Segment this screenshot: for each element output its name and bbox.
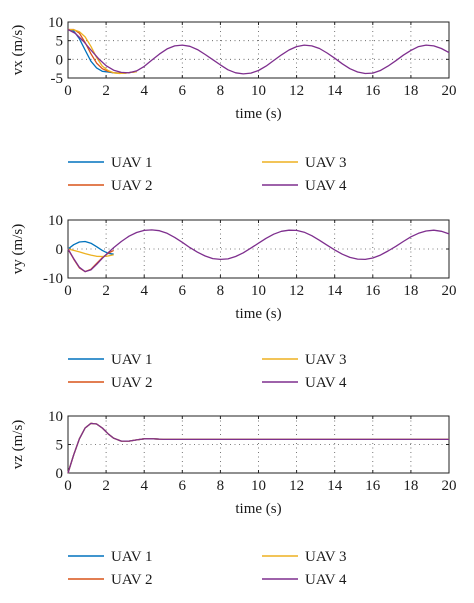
x-tick-label: 10 [251, 478, 266, 494]
legend-label-uav-4: UAV 4 [305, 572, 347, 588]
x-tick-label: 20 [442, 478, 457, 494]
x-tick-label: 12 [289, 478, 304, 494]
legend-label-uav-3: UAV 3 [305, 155, 347, 171]
legend-label-uav-1: UAV 1 [111, 155, 153, 171]
legend-label-uav-2: UAV 2 [111, 375, 153, 391]
x-tick-label: 18 [403, 283, 418, 299]
x-tick-label: 8 [217, 478, 225, 494]
legend-vx: UAV 1 UAV 2 UAV 3 UAV 4 [68, 155, 347, 194]
series-line-uav-4 [67, 422, 449, 474]
x-tick-label: 2 [102, 283, 110, 299]
x-tick-label: 6 [179, 478, 187, 494]
x-tick-label: 20 [442, 83, 457, 99]
x-tick-label: 16 [365, 83, 381, 99]
legend-vy: UAV 1 UAV 2 UAV 3 UAV 4 [68, 352, 347, 391]
y-axis-label: vy (m/s) [10, 224, 26, 274]
legend-label-uav-4: UAV 4 [305, 375, 347, 391]
y-tick-label: 5 [56, 34, 64, 50]
x-tick-label: 6 [179, 83, 187, 99]
legend-label-uav-1: UAV 1 [111, 549, 153, 565]
x-axis-label: time (s) [235, 106, 281, 122]
x-tick-label: 2 [102, 478, 110, 494]
legend-label-uav-3: UAV 3 [305, 549, 347, 565]
x-tick-label: 18 [403, 83, 418, 99]
y-tick-label: 10 [48, 15, 63, 31]
legend-label-uav-2: UAV 2 [111, 572, 153, 588]
y-axis-label: vz (m/s) [10, 420, 26, 470]
series-line-uav-1 [67, 240, 114, 255]
x-tick-label: 10 [251, 283, 266, 299]
chart-vz: 0 2 4 6 8 10 12 14 16 18 20 0 5 10 time (s) vz (m/s) [10, 409, 457, 517]
x-tick-label: 14 [327, 478, 343, 494]
x-tick-label: 16 [365, 478, 381, 494]
x-tick-label: 0 [64, 283, 72, 299]
x-axis-label: time (s) [235, 306, 281, 322]
x-tick-label: 8 [217, 283, 225, 299]
legend-vz: UAV 1 UAV 2 UAV 3 UAV 4 [68, 549, 347, 588]
y-tick-label: 10 [48, 213, 63, 229]
y-tick-label: 0 [56, 52, 64, 68]
x-tick-label: 0 [64, 478, 72, 494]
x-tick-label: 6 [179, 283, 187, 299]
series-line-uav-4 [67, 229, 450, 273]
x-tick-label: 12 [289, 83, 304, 99]
x-axis-label: time (s) [235, 501, 281, 517]
y-axis-label: vx (m/s) [10, 25, 26, 75]
x-tick-label: 12 [289, 283, 304, 299]
series-line-uav-3 [67, 248, 114, 258]
y-tick-label: 10 [48, 409, 63, 425]
x-tick-label: 14 [327, 283, 343, 299]
legend-label-uav-3: UAV 3 [305, 352, 347, 368]
x-tick-label: 4 [140, 283, 148, 299]
legend-label-uav-4: UAV 4 [305, 178, 347, 194]
y-tick-label: 0 [56, 466, 64, 482]
y-tick-label: 5 [56, 438, 64, 454]
y-tick-label: -5 [51, 71, 64, 87]
legend-label-uav-2: UAV 2 [111, 178, 153, 194]
x-tick-label: 4 [140, 478, 148, 494]
x-tick-label: 14 [327, 83, 343, 99]
x-tick-label: 4 [140, 83, 148, 99]
x-tick-label: 10 [251, 83, 266, 99]
y-tick-label: 0 [56, 242, 64, 258]
series-line-uav-4 [67, 28, 450, 75]
x-tick-label: 20 [442, 283, 457, 299]
plot-frame [67, 415, 450, 474]
x-tick-label: 16 [365, 283, 381, 299]
x-tick-label: 2 [102, 83, 110, 99]
y-tick-label: -10 [43, 271, 63, 287]
legend-label-uav-1: UAV 1 [111, 352, 153, 368]
x-tick-label: 8 [217, 83, 225, 99]
x-tick-label: 18 [403, 478, 418, 494]
x-tick-label: 0 [64, 83, 72, 99]
